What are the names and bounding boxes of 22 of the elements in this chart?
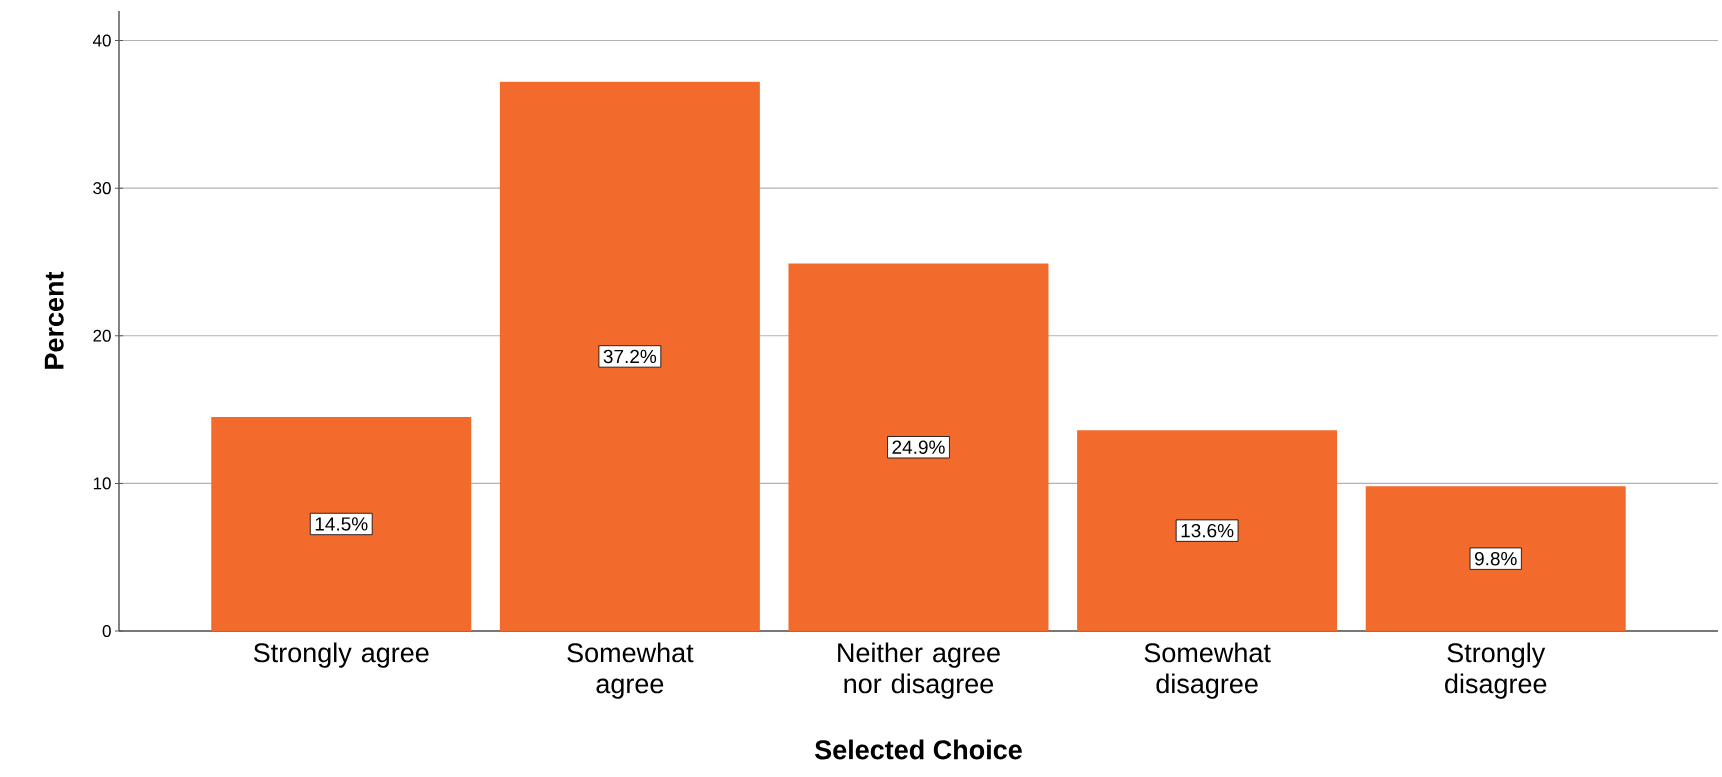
y-tick-label: 30 xyxy=(93,182,111,195)
data-label: 13.6% xyxy=(1181,523,1234,538)
bar xyxy=(788,263,1049,631)
data-label: 9.8% xyxy=(1474,551,1517,566)
x-tick-label: Neither agree nor disagree xyxy=(838,642,1000,699)
x-tick-label: Somewhat disagree xyxy=(1144,642,1271,699)
bar xyxy=(1365,486,1626,631)
y-tick-label: 20 xyxy=(93,329,111,342)
bar xyxy=(499,81,760,631)
bar xyxy=(211,416,472,631)
y-tick-label: 40 xyxy=(92,34,111,47)
x-tick-label: Somewhat agree xyxy=(567,642,694,699)
y-tick-label: 10 xyxy=(93,477,111,490)
data-label: 14.5% xyxy=(315,517,368,531)
bar xyxy=(1077,430,1338,631)
data-label: 24.9% xyxy=(892,440,945,454)
x-axis-title: Selected Choice xyxy=(814,739,1022,760)
data-label: 37.2% xyxy=(603,349,657,364)
x-tick-label: Strongly agree xyxy=(253,642,429,668)
y-axis-title: Percent xyxy=(44,271,64,369)
y-tick-label: 0 xyxy=(102,624,111,638)
x-tick-label: Strongly disagree xyxy=(1445,642,1547,699)
